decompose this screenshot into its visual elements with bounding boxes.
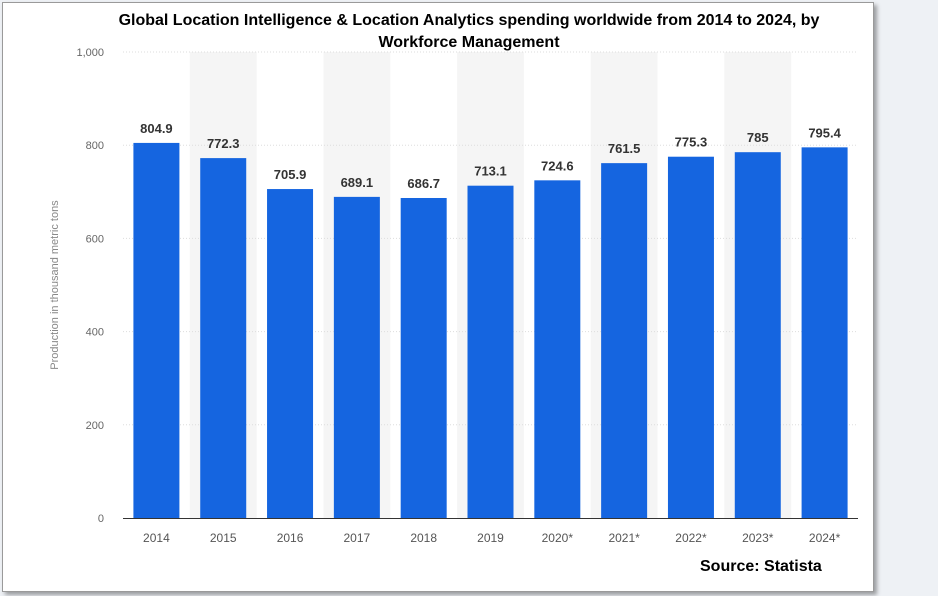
x-tick-label-2023*: 2023*: [742, 531, 774, 545]
value-label-2014: 804.9: [140, 121, 173, 136]
value-label-2024*: 795.4: [808, 125, 841, 140]
x-tick-label-2022*: 2022*: [675, 531, 707, 545]
bar-2018: [400, 197, 447, 518]
value-label-2018: 686.7: [407, 176, 440, 191]
value-label-2015: 772.3: [207, 136, 240, 151]
y-tick-label: 600: [86, 233, 104, 245]
x-tick-label-2016: 2016: [277, 531, 304, 545]
y-tick-label: 400: [86, 327, 104, 339]
value-label-2023*: 785: [747, 130, 769, 145]
x-tick-label-2019: 2019: [477, 531, 504, 545]
bars: [133, 142, 848, 519]
y-tick-label: 800: [86, 140, 104, 152]
value-label-2021*: 761.5: [608, 141, 641, 156]
y-axis-ticks: 0 200 400 600 800 1,000: [76, 47, 104, 525]
bar-2014: [133, 142, 180, 518]
x-tick-label-2014: 2014: [143, 531, 170, 545]
source-note: Source: Statista: [700, 558, 822, 575]
x-tick-label-2020*: 2020*: [542, 531, 574, 545]
x-tick-label-2018: 2018: [410, 531, 437, 545]
bar-2020*: [534, 180, 581, 518]
x-tick-label-2017: 2017: [344, 531, 371, 545]
chart-title-line-2: Workforce Management: [378, 34, 560, 51]
x-axis-ticks: 2014 2015 2016 2017 2018 2019 2020* 2021* 2022* 2…: [143, 531, 841, 545]
value-label-2020*: 724.6: [541, 158, 574, 173]
x-tick-label-2021*: 2021*: [608, 531, 640, 545]
bar-2022*: [667, 156, 714, 518]
value-label-2019: 713.1: [474, 164, 507, 179]
value-labels: 804.9 772.3 705.9 689.1 686.7 713.1 724.6 761.5…: [140, 121, 841, 191]
bar-2021*: [601, 163, 648, 519]
bar-2024*: [801, 147, 848, 518]
y-tick-label: 200: [86, 420, 104, 432]
chart-title-line-1: Global Location Intelligence & Location …: [118, 12, 820, 29]
bar-2017: [333, 196, 380, 518]
y-tick-label: 1,000: [76, 47, 104, 59]
x-tick-label-2024*: 2024*: [809, 531, 841, 545]
y-axis-label: Production in thousand metric tons: [49, 200, 61, 370]
chart-title: Global Location Intelligence & Location …: [0, 10, 938, 54]
bar-2019: [467, 185, 514, 518]
bar-2015: [200, 158, 247, 518]
value-label-2017: 689.1: [341, 175, 374, 190]
bar-2023*: [734, 152, 781, 518]
x-tick-label-2015: 2015: [210, 531, 237, 545]
bar-2016: [267, 189, 314, 518]
value-label-2016: 705.9: [274, 167, 307, 182]
y-tick-label: 0: [98, 513, 104, 525]
value-label-2022*: 775.3: [675, 135, 708, 150]
